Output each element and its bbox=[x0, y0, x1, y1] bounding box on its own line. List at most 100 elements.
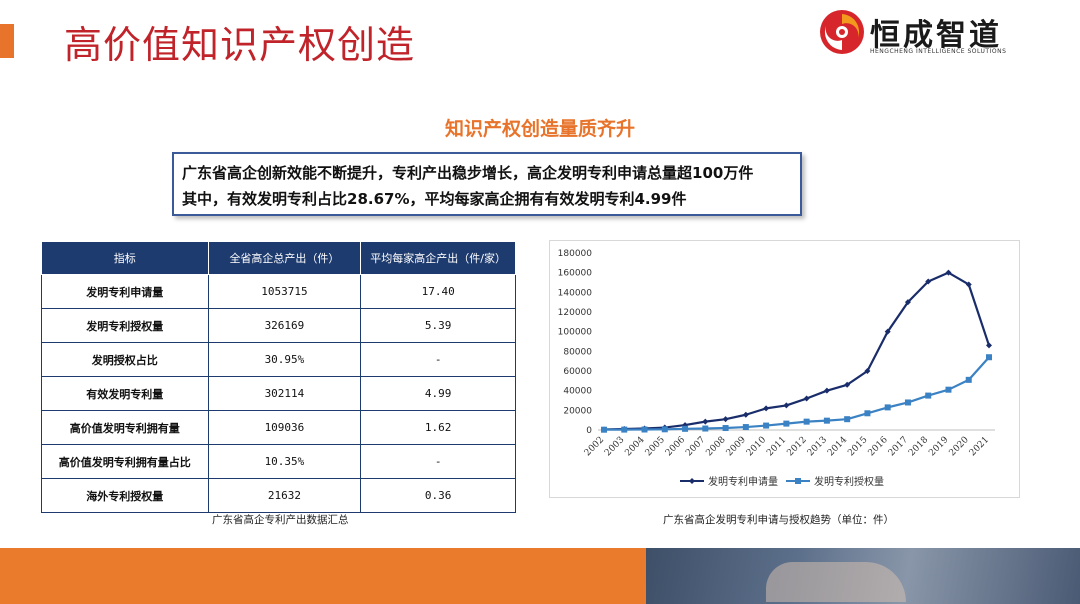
y-tick-label: 140000 bbox=[558, 288, 593, 298]
footer-photo bbox=[646, 548, 1080, 604]
data-point-diamond bbox=[742, 411, 749, 418]
series-line bbox=[603, 271, 991, 431]
x-tick-label: 2013 bbox=[806, 435, 829, 458]
row-total: 21632 bbox=[207, 478, 362, 513]
title-accent-bar bbox=[0, 24, 14, 58]
row-avg: 1.62 bbox=[360, 410, 516, 445]
data-point-square bbox=[682, 425, 689, 432]
table-row: 有效发明专利量 302114 4.99 bbox=[41, 376, 516, 411]
row-avg: - bbox=[360, 444, 516, 479]
x-tick-label: 2008 bbox=[704, 435, 727, 458]
row-label: 海外专利授权量 bbox=[41, 478, 209, 513]
logo-name: 恒成智道 bbox=[870, 18, 1002, 53]
x-tick-label: 2006 bbox=[664, 435, 687, 458]
data-point-diamond bbox=[945, 269, 952, 276]
y-tick-label: 0 bbox=[586, 426, 592, 436]
x-tick-label: 2002 bbox=[583, 435, 606, 458]
data-point-diamond bbox=[722, 416, 729, 423]
data-point-square bbox=[722, 425, 729, 432]
page-title: 高价值知识产权创造 bbox=[64, 23, 416, 67]
row-label: 发明专利授权量 bbox=[41, 308, 209, 343]
data-point-square bbox=[965, 376, 972, 383]
table-caption: 广东省高企专利产出数据汇总 bbox=[212, 514, 349, 526]
data-point-square bbox=[925, 392, 932, 399]
data-point-square bbox=[823, 417, 830, 424]
data-point-square bbox=[621, 426, 628, 433]
y-tick-label: 160000 bbox=[558, 269, 593, 279]
y-tick-label: 60000 bbox=[563, 367, 592, 377]
x-tick-label: 2009 bbox=[725, 435, 748, 458]
x-tick-label: 2015 bbox=[846, 435, 869, 458]
x-tick-label: 2011 bbox=[765, 435, 788, 458]
data-point-square bbox=[904, 399, 911, 406]
trend-chart: 0 20000 40000 60000 80000 100000 120000 140000 1… bbox=[549, 240, 1020, 498]
trend-chart-svg: 0 20000 40000 60000 80000 100000 120000 140000 1… bbox=[558, 249, 995, 488]
data-point-square bbox=[601, 426, 607, 433]
y-tick-label: 100000 bbox=[558, 328, 593, 338]
row-total: 302114 bbox=[207, 376, 362, 411]
data-point-diamond bbox=[925, 278, 932, 285]
row-total: 10.35% bbox=[207, 444, 362, 479]
data-point-diamond bbox=[844, 381, 851, 388]
data-point-diamond bbox=[823, 387, 830, 394]
x-tick-label: 2017 bbox=[887, 435, 910, 458]
data-point-diamond bbox=[986, 342, 992, 349]
table-row: 发明专利授权量 326169 5.39 bbox=[41, 308, 516, 343]
data-point-diamond bbox=[763, 405, 770, 412]
row-avg: 5.39 bbox=[360, 308, 516, 343]
y-tick-label: 80000 bbox=[563, 347, 592, 357]
data-point-square bbox=[661, 426, 668, 433]
table-row: 高价值发明专利拥有量 109036 1.62 bbox=[41, 410, 516, 445]
data-point-diamond bbox=[783, 402, 790, 409]
row-label: 高价值发明专利拥有量占比 bbox=[41, 444, 209, 479]
data-point-diamond bbox=[904, 299, 911, 306]
row-label: 发明授权占比 bbox=[41, 342, 209, 377]
table-row: 发明授权占比 30.95% - bbox=[41, 342, 516, 377]
column-header: 平均每家高企产出（件/家） bbox=[360, 241, 516, 275]
data-point-diamond bbox=[803, 395, 810, 402]
row-avg: - bbox=[360, 342, 516, 377]
logo-mark-icon bbox=[820, 10, 864, 54]
series-line bbox=[603, 356, 990, 431]
data-point-square bbox=[986, 354, 992, 361]
highlight-line-1: 广东省高企创新效能不断提升，专利产出稳步增长，高企发明专利申请总量超100万件 bbox=[182, 164, 754, 182]
data-point-square bbox=[844, 416, 851, 423]
y-tick-label: 20000 bbox=[563, 406, 592, 416]
row-label: 高价值发明专利拥有量 bbox=[41, 410, 209, 445]
data-point-square bbox=[945, 386, 952, 393]
data-point-diamond bbox=[864, 368, 871, 374]
company-logo: 恒成智道 HENGCHENG INTELLIGENCE SOLUTIONS bbox=[818, 8, 1028, 60]
y-tick-label: 120000 bbox=[558, 308, 593, 318]
data-point-square bbox=[742, 424, 749, 431]
y-tick-label: 40000 bbox=[563, 387, 592, 397]
data-point-diamond bbox=[965, 281, 972, 288]
table-header-row: 指标 全省高企总产出（件） 平均每家高企产出（件/家） bbox=[41, 241, 516, 275]
row-total: 1053715 bbox=[207, 274, 362, 309]
row-avg: 17.40 bbox=[360, 274, 516, 309]
row-total: 30.95% bbox=[207, 342, 362, 377]
row-label: 发明专利申请量 bbox=[41, 274, 209, 309]
x-tick-label: 2016 bbox=[867, 435, 890, 458]
column-header: 指标 bbox=[41, 241, 209, 275]
x-tick-label: 2005 bbox=[644, 435, 667, 458]
row-total: 109036 bbox=[207, 410, 362, 445]
data-point-square bbox=[763, 422, 770, 429]
legend-marker-square bbox=[795, 478, 801, 484]
table-row: 发明专利申请量 1053715 17.40 bbox=[41, 274, 516, 309]
x-tick-label: 2012 bbox=[785, 435, 808, 458]
x-tick-label: 2018 bbox=[907, 435, 930, 458]
row-avg: 4.99 bbox=[360, 376, 516, 411]
highlight-box: 广东省高企创新效能不断提升，专利产出稳步增长，高企发明专利申请总量超100万件 … bbox=[172, 152, 802, 216]
data-point-square bbox=[864, 410, 871, 417]
logo-subtitle: HENGCHENG INTELLIGENCE SOLUTIONS bbox=[870, 48, 1007, 55]
x-tick-label: 2007 bbox=[684, 435, 707, 458]
column-header: 全省高企总产出（件） bbox=[207, 241, 362, 275]
data-point-square bbox=[803, 418, 810, 425]
x-tick-label: 2014 bbox=[826, 435, 849, 458]
x-tick-label: 2003 bbox=[603, 435, 626, 458]
x-tick-label: 2010 bbox=[745, 435, 768, 458]
x-tick-label: 2019 bbox=[927, 435, 950, 458]
data-point-square bbox=[702, 425, 709, 432]
data-point-diamond bbox=[702, 418, 709, 425]
legend-label: 发明专利申请量 bbox=[708, 475, 778, 488]
